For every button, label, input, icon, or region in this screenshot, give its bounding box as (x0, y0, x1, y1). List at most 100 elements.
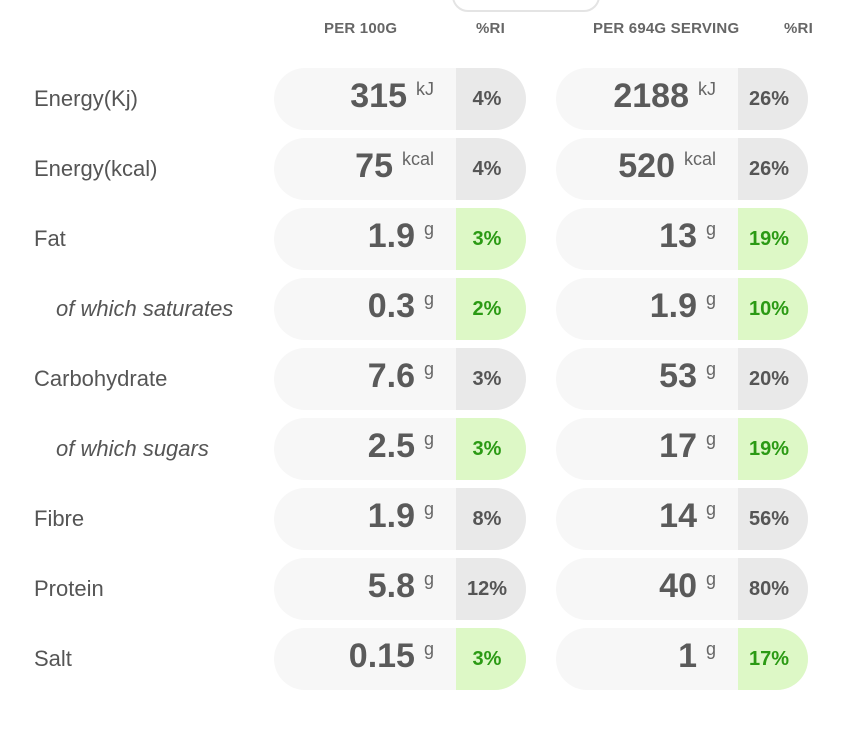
per-100g-unit: g (423, 499, 434, 519)
nutrient-label: Carbohydrate (34, 366, 168, 391)
per-serving-cell: 2188 kJ 26% (556, 68, 808, 130)
nutrient-label: Fibre (34, 506, 85, 531)
per-serving-unit: g (705, 289, 716, 309)
per-serving-ri: 26% (738, 68, 808, 130)
per-serving-value: 17 g (659, 428, 716, 469)
per-serving-amount: 14 (659, 497, 697, 535)
column-header-per-100g: PER 100G (324, 20, 398, 37)
per-serving-amount: 13 (659, 217, 697, 255)
table-row: Carbohydrate 7.6 g 3% 53 g 20% (0, 348, 842, 410)
per-serving-amount: 17 (659, 427, 697, 465)
table-row: Energy(Kj) 315 kJ 4% 2188 kJ 26% (0, 68, 842, 130)
per-serving-value: 2188 kJ (613, 78, 716, 119)
per-serving-cell: 40 g 80% (556, 558, 808, 620)
per-100g-amount: 2.5 (367, 427, 415, 465)
per-serving-ri: 17% (738, 628, 808, 690)
per-serving-cell: 1 g 17% (556, 628, 808, 690)
per-100g-unit: g (423, 289, 434, 309)
table-row: of which saturates 0.3 g 2% 1.9 g 10% (0, 278, 842, 340)
per-100g-cell: 75 kcal 4% (274, 138, 526, 200)
per-serving-unit: g (705, 639, 716, 659)
per-serving-cell: 520 kcal 26% (556, 138, 808, 200)
per-serving-cell: 13 g 19% (556, 208, 808, 270)
nutrient-label: of which saturates (56, 296, 234, 321)
per-100g-unit: g (423, 429, 434, 449)
per-100g-cell: 1.9 g 3% (274, 208, 526, 270)
per-serving-cell: 53 g 20% (556, 348, 808, 410)
per-serving-cell: 17 g 19% (556, 418, 808, 480)
per-100g-unit: kcal (401, 149, 434, 169)
per-serving-value: 520 kcal (618, 148, 716, 189)
top-toggle-pill[interactable] (452, 0, 600, 12)
per-100g-unit: g (423, 569, 434, 589)
per-serving-value: 14 g (659, 498, 716, 539)
per-serving-value: 53 g (659, 358, 716, 399)
per-serving-ri: 56% (738, 488, 808, 550)
per-100g-cell: 1.9 g 8% (274, 488, 526, 550)
per-100g-amount: 1.9 (367, 497, 415, 535)
column-header-ri-100g: %RI (476, 20, 505, 37)
per-serving-ri: 19% (738, 208, 808, 270)
per-100g-amount: 1.9 (367, 217, 415, 255)
per-100g-cell: 0.15 g 3% (274, 628, 526, 690)
per-serving-cell: 14 g 56% (556, 488, 808, 550)
per-100g-value: 5.8 g (368, 568, 434, 609)
per-100g-ri: 8% (456, 488, 526, 550)
per-serving-unit: g (705, 569, 716, 589)
per-serving-amount: 1 (678, 637, 697, 675)
per-serving-ri: 19% (738, 418, 808, 480)
per-serving-unit: g (705, 219, 716, 239)
per-serving-ri: 20% (738, 348, 808, 410)
per-100g-ri: 2% (456, 278, 526, 340)
table-row: Salt 0.15 g 3% 1 g 17% (0, 628, 842, 690)
per-100g-value: 2.5 g (368, 428, 434, 469)
per-100g-cell: 315 kJ 4% (274, 68, 526, 130)
column-header-per-serving: PER 694G SERVING (593, 20, 740, 37)
per-100g-ri: 3% (456, 418, 526, 480)
per-serving-value: 13 g (659, 218, 716, 259)
per-100g-amount: 315 (350, 77, 407, 115)
per-serving-amount: 53 (659, 357, 697, 395)
per-100g-amount: 0.15 (348, 637, 415, 675)
per-100g-unit: g (423, 359, 434, 379)
per-100g-value: 0.15 g (349, 638, 434, 679)
per-100g-amount: 5.8 (367, 567, 415, 605)
per-100g-unit: g (423, 219, 434, 239)
per-100g-ri: 3% (456, 208, 526, 270)
per-100g-value: 315 kJ (350, 78, 434, 119)
per-100g-amount: 7.6 (367, 357, 415, 395)
per-100g-ri: 3% (456, 628, 526, 690)
per-100g-cell: 5.8 g 12% (274, 558, 526, 620)
nutrient-label: of which sugars (56, 436, 209, 461)
per-serving-amount: 40 (659, 567, 697, 605)
per-serving-unit: g (705, 359, 716, 379)
per-serving-ri: 80% (738, 558, 808, 620)
per-100g-amount: 75 (355, 147, 393, 185)
per-100g-ri: 4% (456, 138, 526, 200)
per-serving-ri: 26% (738, 138, 808, 200)
per-serving-amount: 2188 (613, 77, 689, 115)
per-serving-unit: g (705, 429, 716, 449)
column-header-ri-serving: %RI (784, 20, 813, 37)
per-serving-ri: 10% (738, 278, 808, 340)
per-100g-ri: 12% (456, 558, 526, 620)
per-100g-cell: 0.3 g 2% (274, 278, 526, 340)
table-row: of which sugars 2.5 g 3% 17 g 19% (0, 418, 842, 480)
table-row: Protein 5.8 g 12% 40 g 80% (0, 558, 842, 620)
table-row: Fat 1.9 g 3% 13 g 19% (0, 208, 842, 270)
per-100g-value: 0.3 g (368, 288, 434, 329)
per-100g-cell: 2.5 g 3% (274, 418, 526, 480)
per-serving-value: 40 g (659, 568, 716, 609)
per-100g-ri: 4% (456, 68, 526, 130)
per-serving-amount: 1.9 (649, 287, 697, 325)
nutrient-label: Energy(Kj) (34, 86, 138, 111)
per-100g-value: 1.9 g (368, 498, 434, 539)
per-100g-unit: g (423, 639, 434, 659)
per-100g-value: 75 kcal (355, 148, 434, 189)
per-100g-ri: 3% (456, 348, 526, 410)
nutrient-label: Fat (34, 226, 66, 251)
per-100g-value: 1.9 g (368, 218, 434, 259)
per-serving-value: 1.9 g (650, 288, 716, 329)
